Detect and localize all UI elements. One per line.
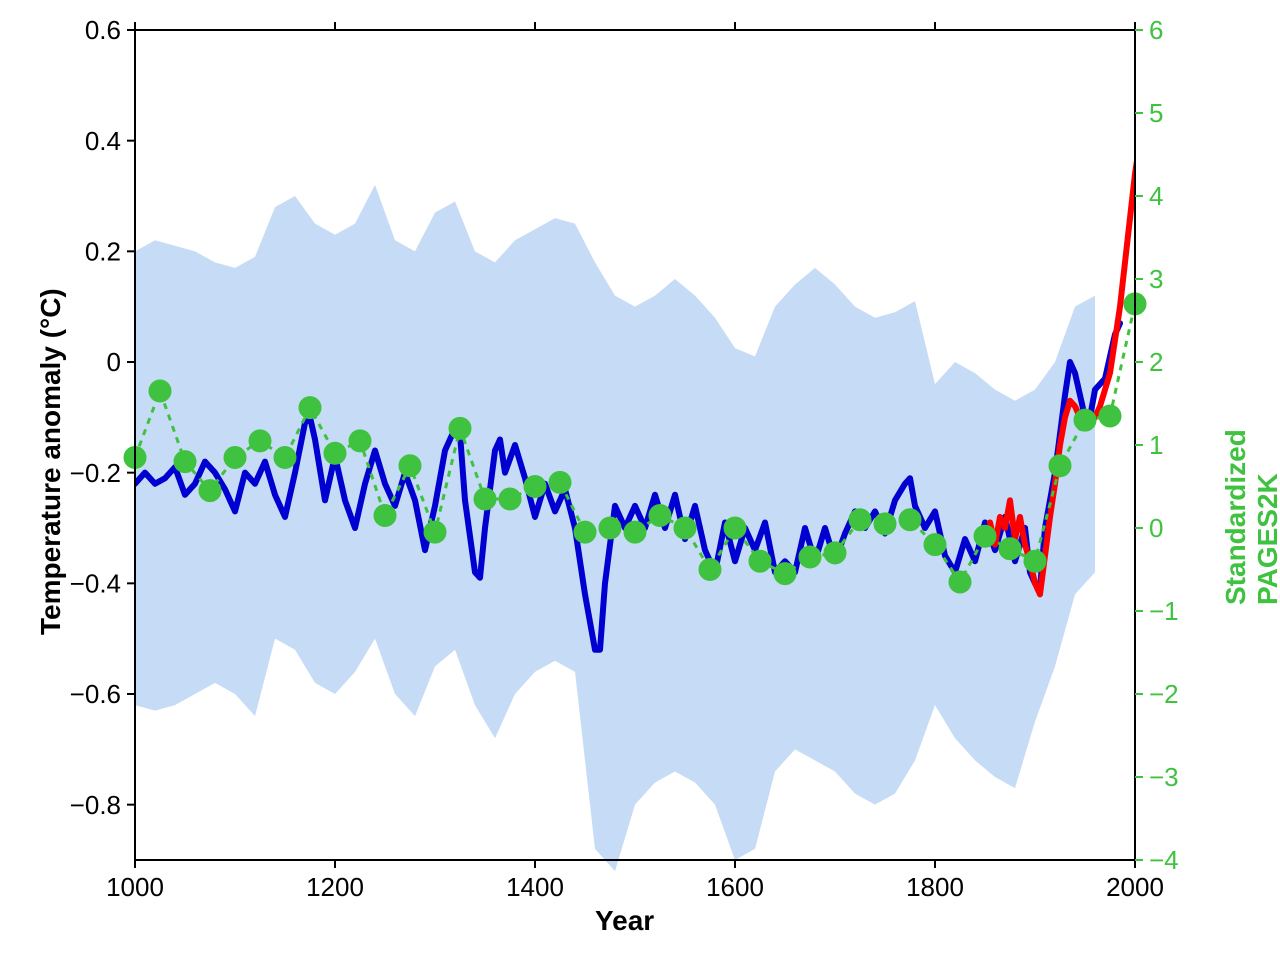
- series-green-marker: [449, 417, 471, 439]
- x-tick-label: 2000: [1106, 872, 1164, 902]
- y-left-tick-label: −0.2: [70, 458, 121, 488]
- series-green-marker: [849, 509, 871, 531]
- series-green-marker: [149, 380, 171, 402]
- series-green-marker: [624, 521, 646, 543]
- series-green-marker: [299, 397, 321, 419]
- chart-svg: 100012001400160018002000−0.8−0.6−0.4−0.2…: [0, 0, 1280, 965]
- series-green-marker: [774, 563, 796, 585]
- series-green-marker: [699, 559, 721, 581]
- series-green-marker: [549, 471, 571, 493]
- y-right-tick-label: 0: [1149, 513, 1163, 543]
- y-right-tick-label: 1: [1149, 430, 1163, 460]
- x-tick-label: 1000: [106, 872, 164, 902]
- y-axis-label-right: Standardized PAGES2K: [1220, 429, 1280, 605]
- series-green-marker: [424, 521, 446, 543]
- y-left-tick-label: −0.4: [70, 568, 121, 598]
- series-green-marker: [524, 476, 546, 498]
- x-tick-label: 1400: [506, 872, 564, 902]
- series-green-marker: [899, 509, 921, 531]
- y-left-tick-label: 0: [107, 347, 121, 377]
- chart-container: 100012001400160018002000−0.8−0.6−0.4−0.2…: [0, 0, 1280, 965]
- series-green-marker: [499, 488, 521, 510]
- series-green-marker: [224, 446, 246, 468]
- series-green-marker: [249, 430, 271, 452]
- series-green-marker: [399, 455, 421, 477]
- x-tick-label: 1800: [906, 872, 964, 902]
- series-green-marker: [999, 538, 1021, 560]
- y-right-tick-label: −2: [1149, 679, 1179, 709]
- y-right-tick-label: 4: [1149, 181, 1163, 211]
- series-green-marker: [374, 505, 396, 527]
- y-axis-label-left: Temperature anomaly (°C): [35, 288, 67, 635]
- y-right-tick-label: −3: [1149, 762, 1179, 792]
- series-green-marker: [674, 517, 696, 539]
- series-green-marker: [274, 446, 296, 468]
- series-green-marker: [749, 550, 771, 572]
- series-green-marker: [1049, 455, 1071, 477]
- series-green-marker: [1074, 409, 1096, 431]
- series-green-marker: [799, 546, 821, 568]
- series-green-marker: [174, 451, 196, 473]
- y-left-tick-label: 0.4: [85, 126, 121, 156]
- y-left-tick-label: 0.6: [85, 15, 121, 45]
- y-right-tick-label: 3: [1149, 264, 1163, 294]
- series-green-marker: [474, 488, 496, 510]
- series-green-marker: [949, 571, 971, 593]
- y-right-tick-label: 6: [1149, 15, 1163, 45]
- series-green-marker: [824, 542, 846, 564]
- y-right-tick-label: 5: [1149, 98, 1163, 128]
- series-green-marker: [199, 480, 221, 502]
- y-right-tick-label: −1: [1149, 596, 1179, 626]
- y-left-tick-label: −0.6: [70, 679, 121, 709]
- x-axis-label: Year: [595, 905, 654, 937]
- series-green-marker: [874, 513, 896, 535]
- series-green-marker: [924, 534, 946, 556]
- series-green-marker: [574, 521, 596, 543]
- y-right-tick-label: 2: [1149, 347, 1163, 377]
- x-tick-label: 1600: [706, 872, 764, 902]
- series-green-marker: [974, 525, 996, 547]
- series-green-marker: [324, 442, 346, 464]
- y-left-tick-label: −0.8: [70, 790, 121, 820]
- series-green-marker: [649, 505, 671, 527]
- series-green-marker: [349, 430, 371, 452]
- series-green-marker: [1024, 550, 1046, 572]
- y-right-tick-label: −4: [1149, 845, 1179, 875]
- y-left-tick-label: 0.2: [85, 236, 121, 266]
- series-green-marker: [599, 517, 621, 539]
- x-tick-label: 1200: [306, 872, 364, 902]
- series-green-marker: [724, 517, 746, 539]
- series-green-marker: [1099, 405, 1121, 427]
